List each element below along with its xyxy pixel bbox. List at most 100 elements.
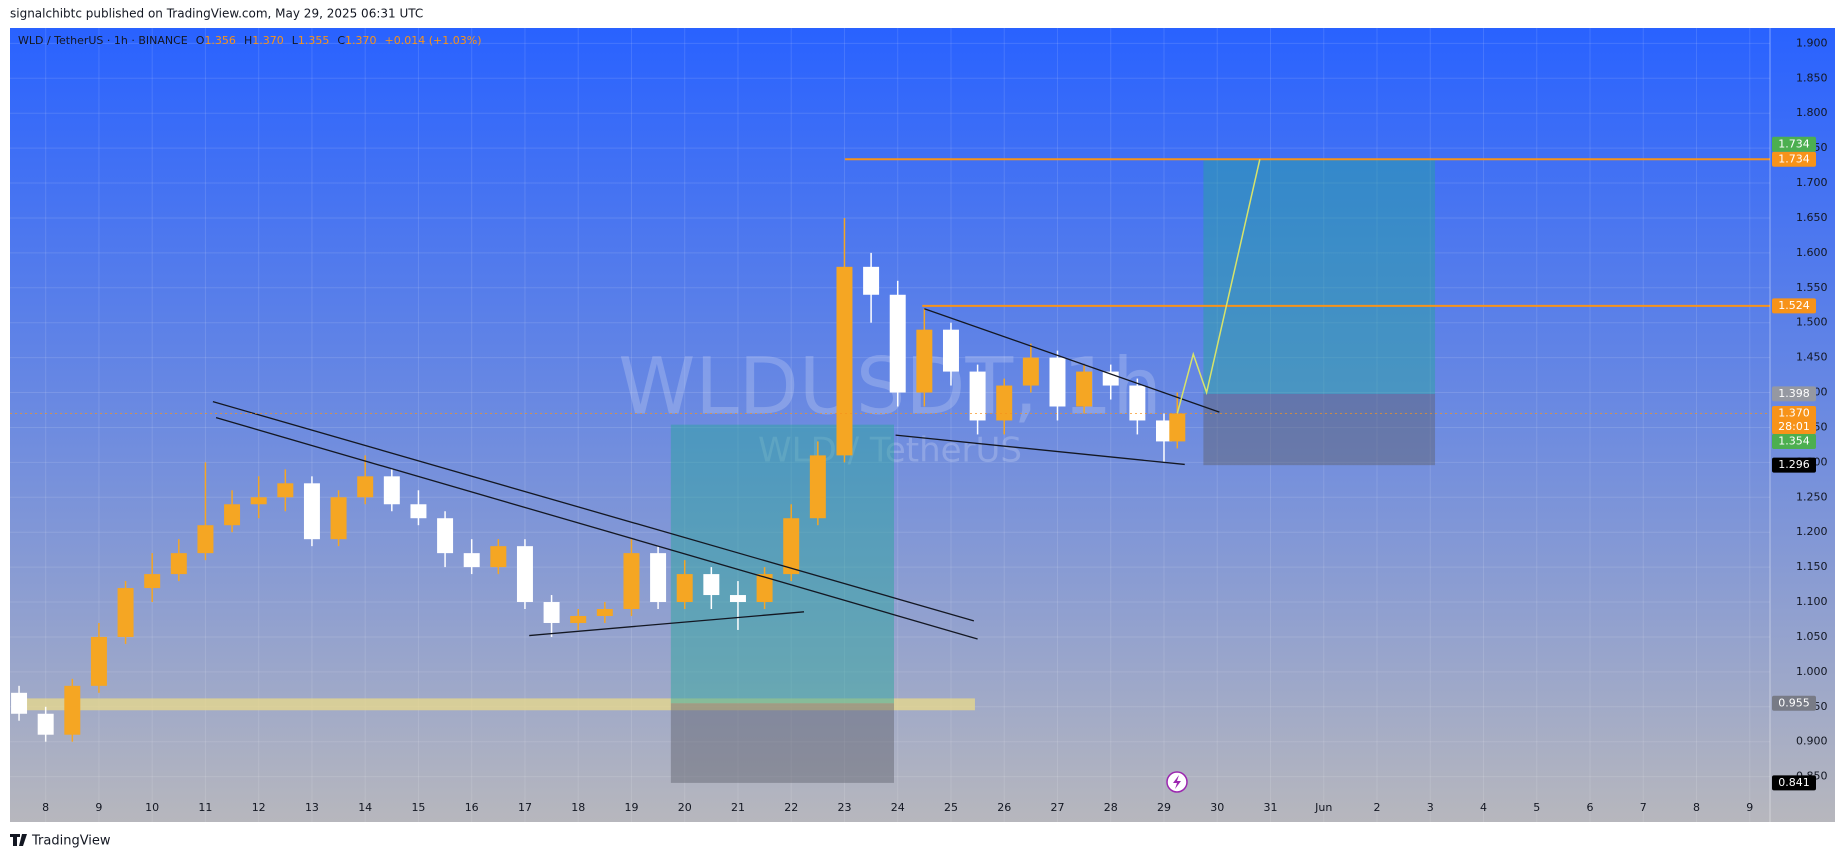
y-tick-label: 1.650 <box>1796 211 1828 224</box>
candle-body <box>117 588 134 637</box>
x-tick-label: 14 <box>358 801 372 814</box>
x-tick-label: 6 <box>1587 801 1594 814</box>
x-tick-label: 29 <box>1157 801 1171 814</box>
candle-body <box>1155 420 1172 442</box>
x-tick-label: Jun <box>1314 801 1332 814</box>
candle-body <box>543 602 560 623</box>
candle-body <box>676 574 693 603</box>
legend-c: C <box>337 34 345 47</box>
candle-body <box>1129 385 1146 421</box>
candle-body <box>996 385 1013 421</box>
x-tick-label: 23 <box>837 801 851 814</box>
price-countdown: 28:01 <box>1778 420 1810 433</box>
candle-body <box>889 294 906 393</box>
candle-body <box>570 615 587 623</box>
y-tick-label: 1.700 <box>1796 176 1828 189</box>
x-tick-label: 8 <box>1693 801 1700 814</box>
y-tick-label: 1.100 <box>1796 595 1828 608</box>
candle-body <box>942 329 959 372</box>
price-tag <box>1772 695 1816 711</box>
x-tick-label: 16 <box>465 801 479 814</box>
price-tag-label: 1.398 <box>1778 387 1810 400</box>
x-tick-label: 4 <box>1480 801 1487 814</box>
footer-logo <box>10 834 27 846</box>
x-tick-label: 12 <box>252 801 266 814</box>
x-tick-label: 26 <box>997 801 1011 814</box>
price-tag <box>1772 457 1816 473</box>
x-tick-label: 24 <box>891 801 905 814</box>
x-tick-label: 5 <box>1533 801 1540 814</box>
candle-body <box>250 497 267 505</box>
price-tag-label: 1.370 <box>1778 406 1810 419</box>
candle-body <box>703 574 720 596</box>
chart-background <box>10 28 1835 822</box>
y-tick-label: 1.000 <box>1796 665 1828 678</box>
trend-line <box>212 400 975 622</box>
candle-body <box>836 266 853 456</box>
x-tick-label: 30 <box>1210 801 1224 814</box>
legend: WLD / TetherUS · 1h · BINANCE O1.356 H1.37… <box>18 34 482 47</box>
candle-body <box>863 266 880 295</box>
legend-open: 1.356 <box>204 34 236 47</box>
legend-o: O <box>196 34 205 47</box>
candle-body <box>463 553 480 568</box>
price-tag-label: 0.955 <box>1778 696 1810 709</box>
legend-low: 1.355 <box>298 34 330 47</box>
y-tick-label: 1.500 <box>1796 316 1828 329</box>
price-tag <box>1772 151 1816 167</box>
x-tick-label: 8 <box>42 801 49 814</box>
candle-body <box>1049 357 1066 407</box>
candle-body <box>916 329 933 393</box>
x-tick-label: 11 <box>198 801 212 814</box>
legend-close: 1.370 <box>345 34 377 47</box>
x-tick-label: 9 <box>95 801 102 814</box>
candle-body <box>490 546 507 568</box>
price-tag-label: 0.841 <box>1778 776 1810 789</box>
x-tick-label: 31 <box>1263 801 1277 814</box>
x-tick-label: 7 <box>1640 801 1647 814</box>
legend-change: +0.014 (+1.03%) <box>385 34 482 47</box>
watermark-name: WLD / TetherUS <box>758 431 1022 471</box>
x-tick-label: 2 <box>1373 801 1380 814</box>
y-tick-label: 1.200 <box>1796 525 1828 538</box>
legend-l: L <box>292 34 299 47</box>
candle-body <box>277 483 294 498</box>
candle-body <box>357 476 374 498</box>
x-tick-label: 10 <box>145 801 159 814</box>
projection-path <box>1176 159 1261 414</box>
trend-line <box>924 308 1220 413</box>
candle-body <box>11 692 28 714</box>
legend-symbol: WLD / TetherUS · 1h · BINANCE <box>18 34 188 47</box>
candle-body <box>596 609 613 616</box>
candle-body <box>516 546 533 603</box>
y-tick-label: 0.900 <box>1796 735 1828 748</box>
position-profit <box>1203 159 1436 394</box>
candle-body <box>90 636 107 686</box>
candle-body <box>37 713 54 735</box>
y-tick-label: 1.150 <box>1796 560 1828 573</box>
legend-high: 1.370 <box>252 34 284 47</box>
y-tick-label: 1.850 <box>1796 71 1828 84</box>
x-tick-label: 27 <box>1050 801 1064 814</box>
candle-body <box>1169 413 1186 442</box>
x-tick-label: 21 <box>731 801 745 814</box>
candle-body <box>969 371 986 421</box>
price-tag <box>1772 405 1816 434</box>
candle-body <box>410 504 427 519</box>
support-band <box>11 698 975 711</box>
x-tick-label: 3 <box>1427 801 1434 814</box>
candle-body <box>756 574 773 603</box>
y-tick-label: 1.050 <box>1796 630 1828 643</box>
candle-body <box>809 455 826 519</box>
price-tag <box>1772 775 1816 791</box>
price-tag-label: 1.734 <box>1778 137 1810 150</box>
price-tag <box>1772 433 1816 449</box>
x-tick-label: 20 <box>678 801 692 814</box>
price-tag-label: 1.734 <box>1778 152 1810 165</box>
footer-brand: TradingView <box>31 834 111 849</box>
y-tick-label: 1.800 <box>1796 106 1828 119</box>
candle-body <box>144 574 161 589</box>
legend-h: H <box>244 34 252 47</box>
candle-body <box>303 483 320 540</box>
